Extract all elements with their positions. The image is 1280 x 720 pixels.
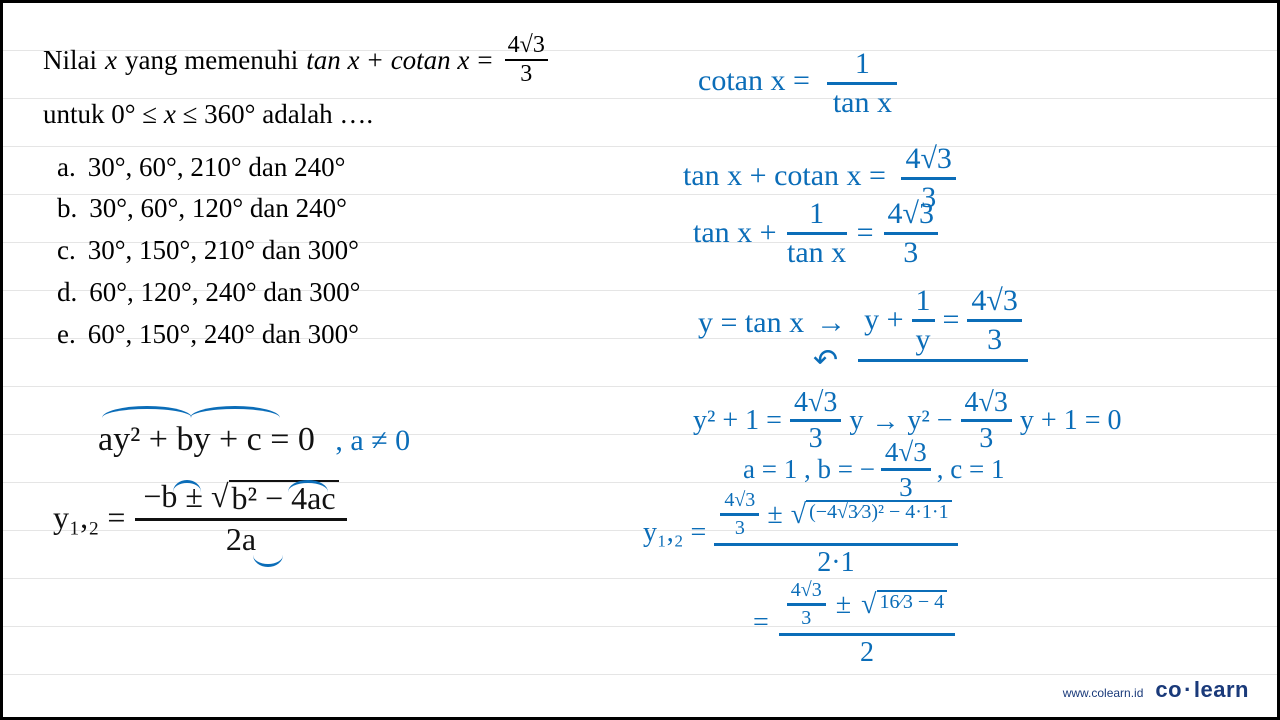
option-b: b.30°, 60°, 120° dan 240° [57,188,643,230]
q-rhs-frac: 4√3 3 [505,33,548,87]
hw-arc-decor-2 [288,473,328,491]
question-line-2: untuk 0° ≤ x ≤ 360° adalah …. [43,93,643,136]
q-pre: Nilai [43,39,97,82]
options-list: a.30°, 60°, 210° dan 240° b.30°, 60°, 12… [57,147,643,356]
option-c: c.30°, 150°, 210° dan 300° [57,230,643,272]
hw-y12-step2: = 4√33 ± √16⁄3 − 4 2 [753,578,955,667]
q-rhs-den: 3 [520,61,532,87]
hw-y12: y₁,₂ = 4√33 ± √(−4√3⁄3)² − 4·1·1 2·1 [643,488,958,577]
q-var: x [105,39,117,82]
hw-arc-decor-1 [173,473,201,491]
q-lhs1: tan x [306,39,359,82]
question-line-1: Nilai x yang memenuhi tan x + cotan x = … [43,33,643,87]
question-block: Nilai x yang memenuhi tan x + cotan x = … [43,33,643,356]
q-mid: yang memenuhi [125,39,298,82]
hw-quad-form: ay² + by + c = 0 , a ≠ 0 [98,383,410,459]
q-l2a: untuk 0° ≤ [43,99,157,129]
page-content: Nilai x yang memenuhi tan x + cotan x = … [3,3,1277,376]
q-plus: + [367,39,382,82]
q-eq: = [477,39,492,82]
brand-footer: www.colearn.id co·learn [1063,677,1249,703]
q-l2b: x [164,99,176,129]
option-e: e.60°, 150°, 240° dan 300° [57,314,643,356]
q-rhs-num: 4√3 [505,33,548,61]
option-a: a.30°, 60°, 210° dan 240° [57,147,643,189]
option-d: d.60°, 120°, 240° dan 300° [57,272,643,314]
hw-arc-decor-3 [253,548,283,566]
brand-url: www.colearn.id [1063,686,1144,700]
brand-logo: co·learn [1155,677,1249,703]
q-l2c: ≤ 360° adalah …. [183,99,374,129]
q-lhs2: cotan x [391,39,470,82]
